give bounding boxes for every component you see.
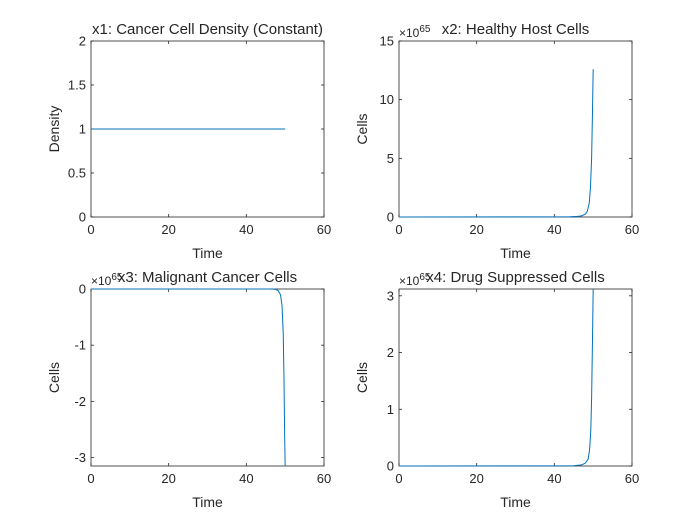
- x-tick-label: 0: [395, 471, 402, 486]
- y-tick-label: -2: [74, 394, 86, 409]
- y-tick-label: 1.5: [68, 78, 86, 93]
- x-tick-label: 40: [239, 471, 253, 486]
- y-tick-label: 2: [79, 34, 86, 49]
- axes-box: [398, 288, 633, 467]
- chart-title: x4: Drug Suppressed Cells: [426, 269, 604, 286]
- series-line-x3: [91, 288, 286, 467]
- subplot-1: 0 20 40 60 0 0.5 1 1.5 2 x1: Cancer Cell Density …: [46, 21, 331, 261]
- y-tick-label: 1: [387, 402, 394, 417]
- exponent-label: ×1065: [91, 272, 123, 288]
- y-tick-label: 0: [387, 210, 394, 225]
- x-tick-label: 60: [625, 471, 639, 486]
- x-axis-label: Time: [192, 245, 223, 261]
- x-tick-label: 20: [161, 471, 175, 486]
- y-tick-label: 3: [387, 288, 394, 303]
- exponent-label: ×1065: [399, 272, 431, 288]
- chart-title: x3: Malignant Cancer Cells: [118, 269, 297, 286]
- y-axis-label: Cells: [354, 362, 370, 393]
- y-tick-label: 1: [79, 122, 86, 137]
- x-axis-label: Time: [192, 494, 223, 510]
- axes-box: [90, 288, 325, 467]
- subplot-2: 0 20 40 60 0 5 10 15 ×1065 x2: Healthy Host Cells…: [354, 21, 639, 261]
- chart-title: x2: Healthy Host Cells: [442, 21, 590, 38]
- x-tick-label: 20: [161, 222, 175, 237]
- y-tick-label: -3: [74, 450, 86, 465]
- x-tick-label: 40: [547, 471, 561, 486]
- x-tick-label: 20: [469, 471, 483, 486]
- y-axis-label: Cells: [46, 362, 62, 393]
- y-axis-label: Density: [46, 106, 62, 153]
- x-tick-label: 0: [87, 222, 94, 237]
- series-line-x4: [398, 288, 594, 467]
- y-tick-label: -1: [74, 338, 86, 353]
- x-tick-label: 60: [625, 222, 639, 237]
- y-tick-label: 0: [79, 210, 86, 225]
- x-tick-label: 40: [547, 222, 561, 237]
- y-tick-label: 2: [387, 345, 394, 360]
- y-tick-label: 0.5: [68, 166, 86, 181]
- series-line-x2: [398, 69, 594, 218]
- x-tick-label: 60: [317, 222, 331, 237]
- x-tick-label: 0: [395, 222, 402, 237]
- exponent-label: ×1065: [399, 24, 431, 40]
- y-axis-label: Cells: [354, 113, 370, 144]
- y-tick-label: 0: [79, 282, 86, 297]
- y-tick-label: 0: [387, 459, 394, 474]
- y-tick-label: 15: [380, 34, 394, 49]
- x-tick-label: 0: [87, 471, 94, 486]
- x-tick-label: 40: [239, 222, 253, 237]
- x-tick-label: 60: [317, 471, 331, 486]
- y-tick-label: 10: [380, 92, 394, 107]
- chart-title: x1: Cancer Cell Density (Constant): [92, 21, 323, 38]
- x-axis-label: Time: [500, 494, 531, 510]
- y-tick-label: 5: [387, 151, 394, 166]
- axes-box: [398, 40, 633, 218]
- x-tick-label: 20: [469, 222, 483, 237]
- x-axis-label: Time: [500, 245, 531, 261]
